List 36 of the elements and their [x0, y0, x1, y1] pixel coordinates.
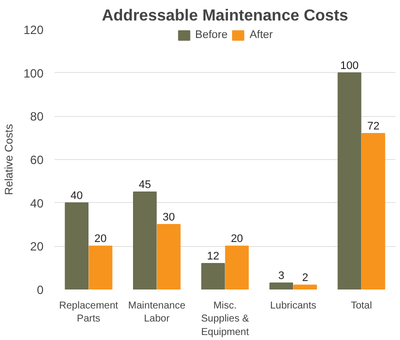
bar — [293, 284, 317, 290]
y-tick-label: 60 — [30, 153, 44, 167]
legend-label: Before — [195, 29, 228, 41]
chart-title: Addressable Maintenance Costs — [102, 8, 348, 24]
bar — [156, 224, 181, 290]
legend-label: After — [250, 29, 273, 41]
bar — [225, 246, 249, 290]
bar — [361, 133, 386, 290]
data-label: 20 — [94, 233, 107, 246]
data-label: 12 — [206, 250, 220, 262]
data-label: 2 — [302, 272, 308, 284]
y-tick-label: 40 — [30, 196, 44, 210]
data-label: 100 — [340, 60, 359, 72]
bar — [88, 246, 112, 290]
x-tick-label: Misc. Supplies & Equipment — [201, 300, 250, 338]
data-label: 30 — [162, 212, 175, 224]
x-tick-label: Lubricants — [270, 300, 316, 312]
y-tick-label: 120 — [23, 23, 44, 37]
bar — [201, 263, 225, 290]
bar — [133, 192, 157, 290]
x-tick-label: Replacement Parts — [59, 300, 118, 325]
bar — [269, 282, 294, 290]
data-label: 45 — [138, 179, 151, 191]
bar — [338, 72, 362, 290]
data-label: 40 — [70, 190, 83, 202]
x-tick-label: Maintenance Labor — [128, 300, 186, 325]
data-label: 72 — [367, 120, 380, 132]
y-tick-label: 100 — [23, 66, 44, 80]
x-tick-label: Total — [350, 300, 372, 312]
y-tick-label: 0 — [36, 283, 44, 297]
data-label: 20 — [230, 233, 244, 246]
bar — [64, 202, 89, 290]
y-axis-title: Relative Costs — [3, 124, 16, 195]
data-label: 3 — [278, 270, 284, 282]
y-tick-label: 20 — [30, 240, 44, 254]
y-tick-label: 80 — [30, 110, 44, 124]
